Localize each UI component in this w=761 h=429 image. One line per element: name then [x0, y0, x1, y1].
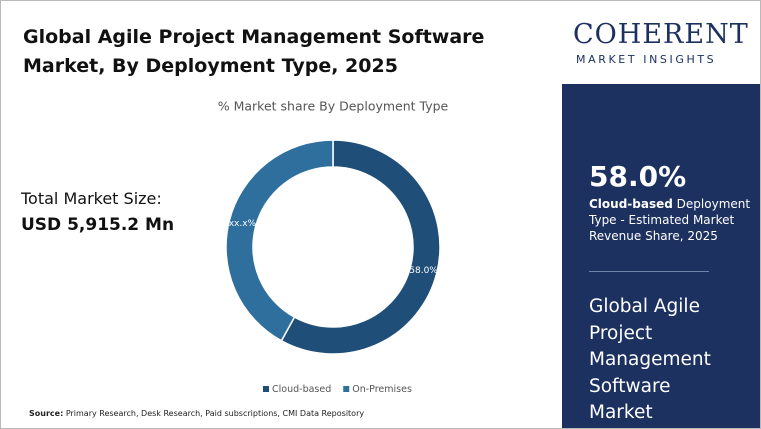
side-panel — [562, 84, 760, 428]
donut-segment — [280, 139, 441, 355]
logo-tagline: MARKET INSIGHTS — [576, 53, 717, 66]
donut-segment — [225, 139, 334, 342]
market-size-label: Total Market Size: — [21, 189, 162, 208]
legend-label: Cloud-based — [272, 384, 331, 395]
logo-name: COHERENT — [573, 19, 749, 50]
market-name: Global Agile Project Management Software… — [589, 296, 711, 423]
source-text: Primary Research, Desk Research, Paid su… — [65, 409, 365, 418]
source: Source: Primary Research, Desk Research,… — [29, 409, 364, 418]
legend-swatch — [343, 386, 350, 392]
highlight-value: 58.0% — [589, 160, 687, 193]
market-size-value: USD 5,915.2 Mn — [21, 215, 175, 235]
legend-label: On-Premises — [352, 384, 412, 395]
divider — [589, 271, 709, 272]
chart-subtitle: % Market share By Deployment Type — [218, 99, 449, 114]
description-bold: Cloud-based — [589, 197, 673, 211]
source-prefix: Source: — [29, 409, 64, 418]
highlight-description: Cloud-based Deployment Type - Estimated … — [589, 196, 759, 244]
data-label: 58.0% — [409, 266, 438, 276]
title: Global Agile Project Management Software… — [23, 26, 485, 77]
legend-swatch — [263, 386, 269, 392]
description-text: Deployment Type - Estimated Market Reven… — [589, 197, 751, 243]
chart: % Market share By Deployment Type 58.0% x… — [218, 99, 449, 396]
data-label: xx.x% — [229, 219, 257, 229]
